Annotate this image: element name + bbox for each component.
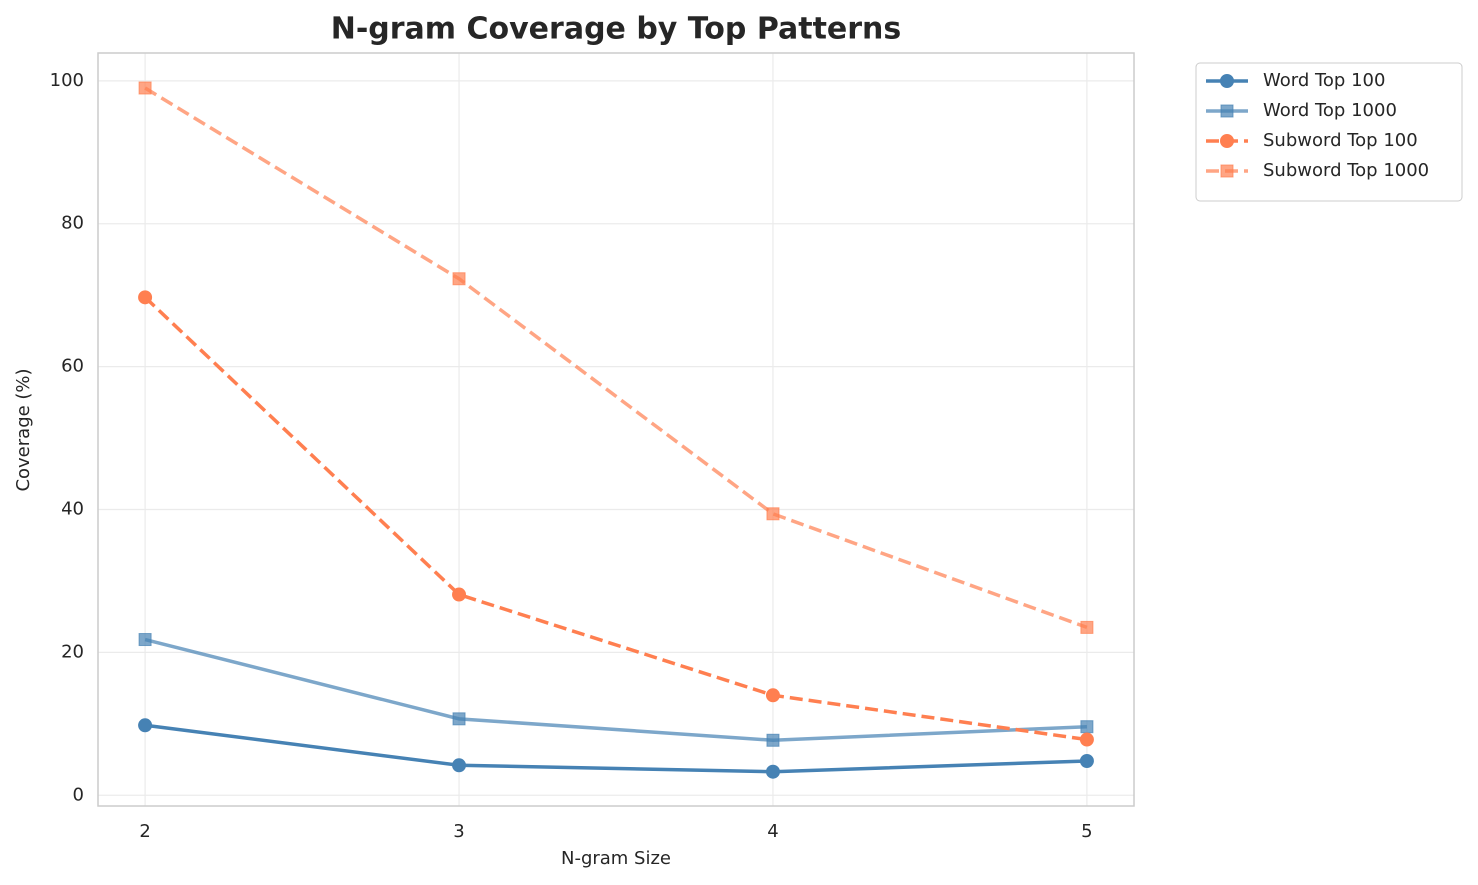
legend-marker — [1220, 164, 1234, 178]
data-point — [1079, 753, 1094, 768]
legend-label: Subword Top 100 — [1263, 130, 1418, 151]
data-point — [138, 718, 153, 733]
legend-label: Word Top 100 — [1263, 70, 1385, 91]
legend-marker — [1220, 74, 1234, 88]
data-point — [765, 764, 780, 779]
legend-label: Word Top 1000 — [1263, 100, 1397, 121]
data-point — [452, 758, 467, 773]
data-point — [452, 272, 466, 286]
x-tick-label: 2 — [139, 821, 150, 842]
x-axis-label: N-gram Size — [561, 848, 671, 869]
legend-marker — [1220, 134, 1234, 148]
data-point — [765, 688, 780, 703]
chart-title: N-gram Coverage by Top Patterns — [331, 12, 902, 47]
y-tick-label: 20 — [61, 641, 84, 662]
plot-frame — [97, 52, 1135, 807]
x-tick-label: 3 — [453, 821, 464, 842]
data-point — [1080, 720, 1094, 734]
y-tick-label: 100 — [50, 70, 84, 91]
legend-marker — [1220, 104, 1234, 118]
data-point — [766, 733, 780, 747]
legend-label: Subword Top 1000 — [1263, 160, 1429, 181]
data-point — [1080, 620, 1094, 634]
data-point — [138, 633, 152, 647]
data-point — [138, 81, 152, 95]
x-tick-label: 4 — [767, 821, 778, 842]
y-tick-label: 80 — [61, 213, 84, 234]
legend-box — [1195, 62, 1463, 202]
data-point — [1079, 732, 1094, 747]
y-axis-label: Coverage (%) — [13, 368, 34, 491]
series-line — [144, 723, 1087, 774]
y-tick-label: 40 — [61, 499, 84, 520]
series-line — [143, 296, 1088, 742]
data-point — [452, 712, 466, 726]
series-line — [144, 637, 1087, 743]
y-tick-label: 0 — [73, 784, 84, 805]
data-point — [138, 290, 153, 305]
data-point — [452, 587, 467, 602]
data-point — [766, 507, 780, 521]
x-tick-label: 5 — [1081, 821, 1092, 842]
y-tick-label: 60 — [61, 356, 84, 377]
series-line — [144, 86, 1088, 630]
